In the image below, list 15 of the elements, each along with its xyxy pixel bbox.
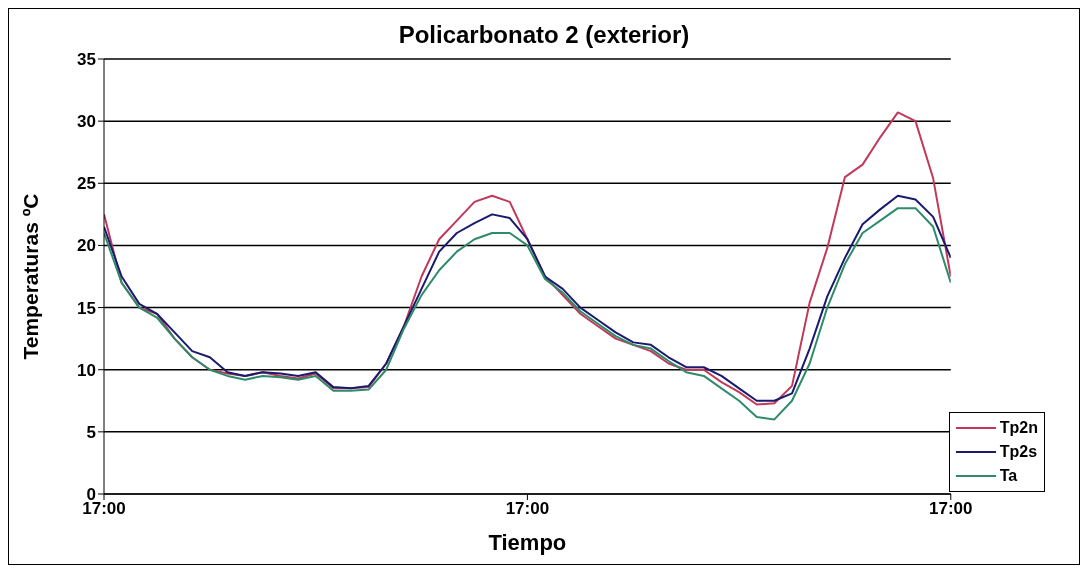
y-tick-label: 30 bbox=[77, 112, 96, 132]
x-tick-label: 17:00 bbox=[929, 499, 973, 519]
y-tick-label: 25 bbox=[77, 174, 96, 194]
legend-label: Ta bbox=[999, 466, 1018, 486]
x-tick-label: 17:00 bbox=[505, 499, 550, 519]
legend-label: Tp2s bbox=[999, 442, 1038, 462]
y-tick-label: 20 bbox=[77, 236, 96, 256]
legend-label: Tp2n bbox=[999, 418, 1038, 438]
y-axis-title: Temperaturas ºC bbox=[19, 193, 43, 360]
chart-title: Policarbonato 2 (exterior) bbox=[397, 21, 691, 49]
y-tick-label: 10 bbox=[77, 360, 96, 380]
y-tick-label: 5 bbox=[86, 422, 96, 442]
x-axis-title: Tiempo bbox=[488, 530, 567, 555]
y-tick-label: 15 bbox=[77, 298, 96, 318]
y-tick-label: 35 bbox=[77, 50, 96, 70]
